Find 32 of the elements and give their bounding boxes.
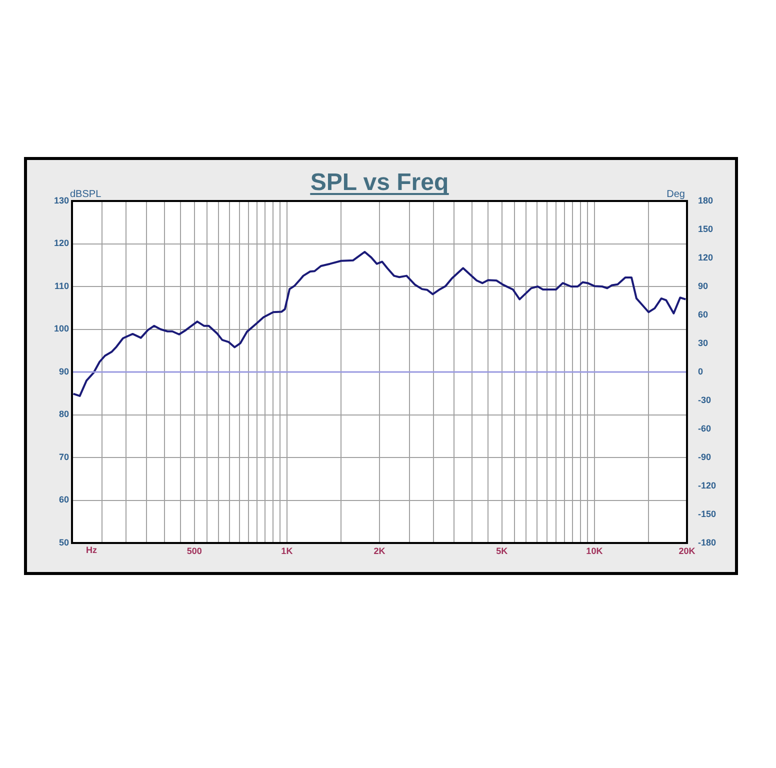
x-tick-label: 20K <box>678 546 696 556</box>
y2-tick-label: 60 <box>698 309 708 320</box>
y-tick-label: 70 <box>58 452 69 462</box>
y2-tick-label: 150 <box>698 224 714 234</box>
x-axis-title: Hz <box>86 544 98 555</box>
y-tick-label: 80 <box>58 409 69 420</box>
y2-tick-label: -30 <box>698 394 712 405</box>
y2-tick-label: -60 <box>698 423 712 434</box>
y2-tick-label: -150 <box>698 508 716 519</box>
y2-tick-label: -90 <box>698 452 712 462</box>
y-tick-label: 50 <box>58 537 69 548</box>
y-tick-label: 100 <box>54 324 69 334</box>
x-tick-label: 500 <box>186 546 202 556</box>
y2-tick-label: 90 <box>698 280 708 291</box>
x-tick-label: 10K <box>586 546 604 556</box>
y2-tick-label: -180 <box>698 537 716 548</box>
y2-tick-label: -120 <box>698 480 716 490</box>
y2-tick-label: 120 <box>698 252 714 262</box>
y2-tick-label: 180 <box>698 195 714 206</box>
y2-tick-label: 0 <box>698 366 704 376</box>
x-tick-label: 2K <box>374 546 386 556</box>
y-tick-label: 120 <box>54 238 69 248</box>
y-tick-label: 60 <box>58 494 69 505</box>
y2-tick-label: 30 <box>698 338 708 348</box>
y-axis-title: dBSPL <box>70 188 102 200</box>
chart-title: SPL vs Freq <box>310 169 449 196</box>
y-tick-label: 130 <box>54 195 69 206</box>
y-tick-label: 90 <box>58 366 69 376</box>
y-tick-label: 110 <box>54 280 69 291</box>
x-tick-label: 5K <box>496 546 508 556</box>
y2-axis-title: Deg <box>666 188 685 200</box>
x-tick-label: 1K <box>281 546 294 556</box>
